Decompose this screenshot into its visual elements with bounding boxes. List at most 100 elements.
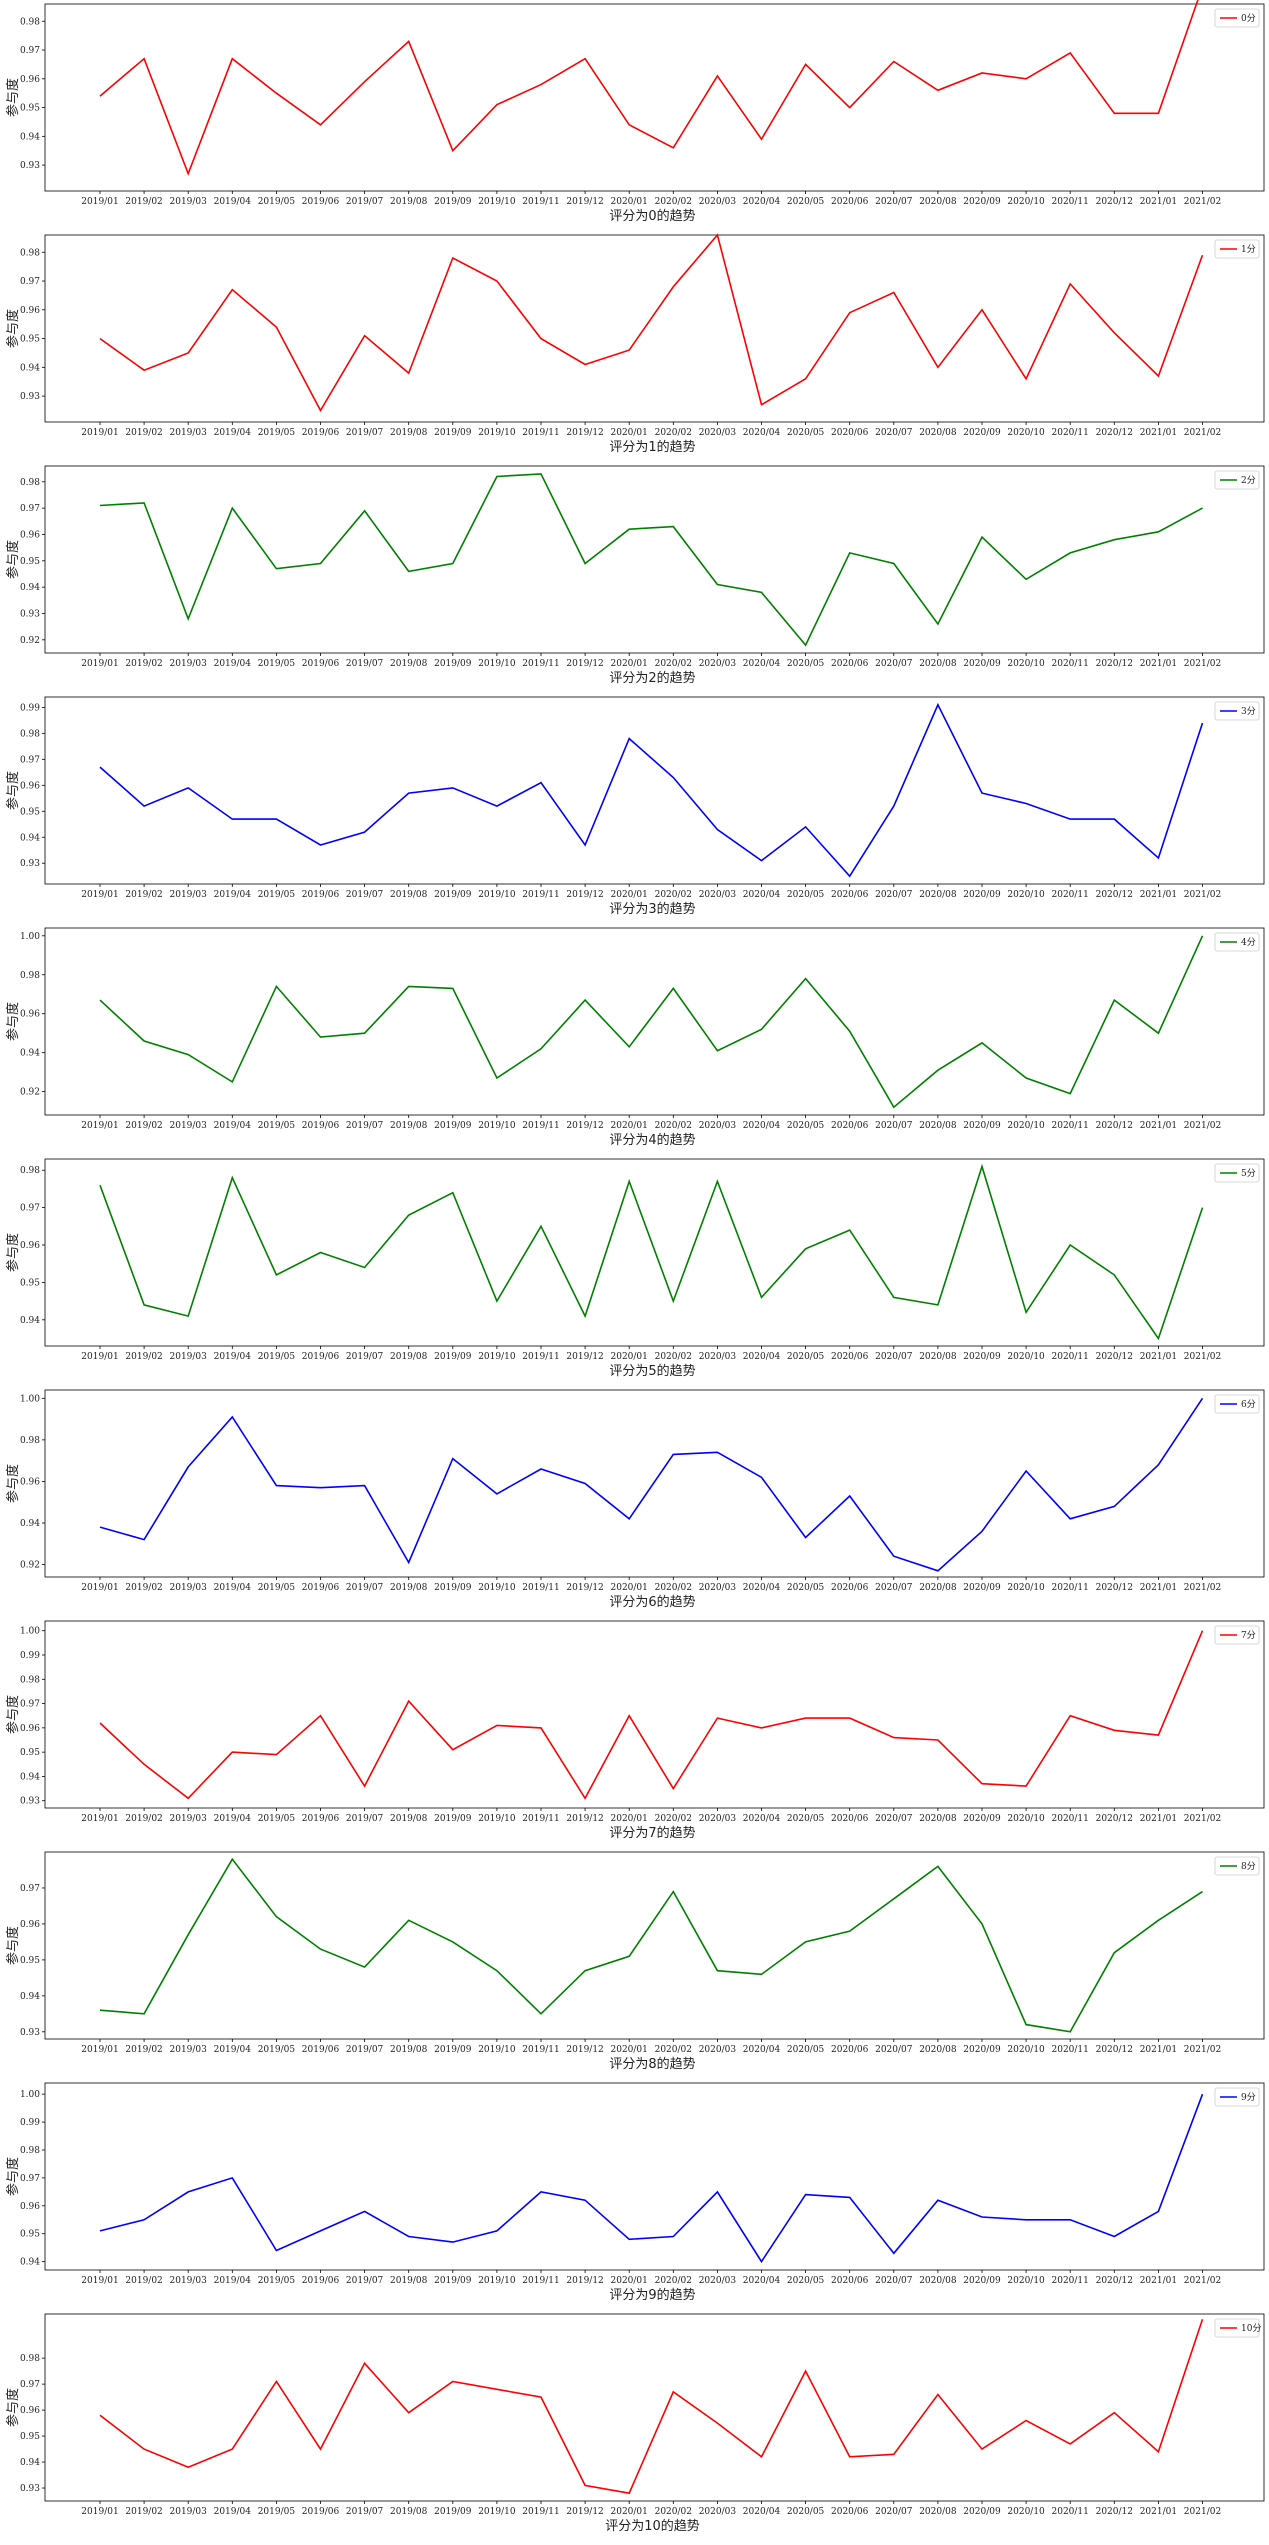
data-point <box>628 2492 630 2494</box>
x-tick-label: 2020/03 <box>699 2045 737 2055</box>
data-point <box>760 1973 762 1975</box>
series-line <box>99 2318 1204 2495</box>
data-point <box>584 562 586 564</box>
x-tick-label: 2019/03 <box>170 1814 208 1824</box>
y-tick-label: 0.93 <box>20 2484 40 2494</box>
data-point <box>981 1923 983 1925</box>
data-point <box>849 875 851 877</box>
x-tick-label: 2019/07 <box>346 197 384 207</box>
y-tick-label: 0.98 <box>20 17 40 27</box>
data-point <box>408 372 410 374</box>
data-point <box>672 1453 674 1455</box>
data-point <box>408 985 410 987</box>
data-point <box>1025 2419 1027 2421</box>
x-tick-label: 2020/06 <box>831 2276 869 2286</box>
data-point <box>275 1753 277 1755</box>
x-tick-label: 2019/04 <box>214 890 252 900</box>
y-axis-label: 参与度 <box>5 540 21 579</box>
data-point <box>760 1296 762 1298</box>
x-tick-label: 2019/01 <box>81 1352 118 1362</box>
data-point <box>1025 1311 1027 1313</box>
x-tick-label: 2019/12 <box>566 1814 603 1824</box>
data-point <box>1113 1274 1115 1276</box>
legend-label: 3分 <box>1241 706 1256 717</box>
x-tick-label: 2020/05 <box>787 428 825 438</box>
series-line <box>99 1630 1204 1800</box>
data-point <box>275 326 277 328</box>
x-tick-label: 2021/01 <box>1140 428 1177 438</box>
data-point <box>496 103 498 105</box>
y-tick-label: 0.97 <box>20 755 40 765</box>
line-chart: 0.92 0.94 0.96 0.98 1.00 2019/01 2019/02 2019/0… <box>5 1389 1265 1610</box>
x-tick-label: 2019/02 <box>125 1583 162 1593</box>
data-point <box>804 977 806 979</box>
y-tick-label: 0.94 <box>20 1519 40 1529</box>
data-point <box>1069 283 1071 285</box>
x-tick-label: 2020/04 <box>743 1121 781 1131</box>
x-tick-label: 2020/08 <box>919 1583 957 1593</box>
x-tick-label: 2020/10 <box>1007 197 1045 207</box>
data-point <box>1201 2318 1203 2320</box>
legend-label: 4分 <box>1241 937 1256 948</box>
y-axis-label: 参与度 <box>5 78 21 117</box>
x-tick-label: 2019/09 <box>434 2507 472 2517</box>
x-tick-label: 2019/03 <box>170 197 208 207</box>
x-tick-label: 2020/01 <box>611 2276 648 2286</box>
x-tick-label: 2019/08 <box>390 428 428 438</box>
data-point <box>849 2196 851 2198</box>
data-point <box>937 1069 939 1071</box>
x-tick-label: 2020/03 <box>699 659 737 669</box>
data-point <box>1069 1092 1071 1094</box>
x-tick-label: 2019/10 <box>478 428 516 438</box>
data-point <box>231 507 233 509</box>
series-line <box>99 1857 1203 2033</box>
x-tick-label: 2020/10 <box>1007 2276 1045 2286</box>
x-tick-label: 2019/08 <box>390 1352 428 1362</box>
x-tick-label: 2020/01 <box>611 1352 648 1362</box>
x-tick-label: 2020/11 <box>1052 197 1089 207</box>
x-tick-label: 2019/06 <box>302 1352 340 1362</box>
data-point <box>981 309 983 311</box>
data-point <box>275 568 277 570</box>
x-tick-label: 2019/04 <box>214 2276 252 2286</box>
y-tick-label: 0.98 <box>20 1166 40 1176</box>
data-point <box>981 1783 983 1785</box>
data-point <box>1025 578 1027 580</box>
data-point <box>319 562 321 564</box>
x-tick-label: 2019/03 <box>170 2276 208 2286</box>
x-tick-label: 2019/08 <box>390 197 428 207</box>
data-point <box>540 1468 542 1470</box>
x-tick-label: 2019/12 <box>566 1583 603 1593</box>
x-tick-label: 2020/04 <box>743 1352 781 1362</box>
data-point <box>716 75 718 77</box>
x-tick-label: 2020/07 <box>875 1352 913 1362</box>
x-tick-label: 2020/02 <box>655 1583 692 1593</box>
x-tick-label: 2020/05 <box>787 890 825 900</box>
data-point <box>1113 1951 1115 1953</box>
data-point <box>275 2249 277 2251</box>
data-point <box>275 92 277 94</box>
x-tick-label: 2020/11 <box>1052 659 1089 669</box>
x-axis-label: 评分为6的趋势 <box>609 1594 695 1610</box>
data-point <box>849 311 851 313</box>
x-tick-label: 2021/02 <box>1184 1583 1221 1593</box>
data-point <box>275 818 277 820</box>
data-point <box>143 1538 145 1540</box>
x-tick-label: 2020/06 <box>831 659 869 669</box>
data-point <box>319 2448 321 2450</box>
x-tick-label: 2020/03 <box>699 890 737 900</box>
data-point <box>893 1736 895 1738</box>
data-point <box>363 1966 365 1968</box>
data-point <box>363 1266 365 1268</box>
x-tick-label: 2019/08 <box>390 1814 428 1824</box>
data-point <box>231 57 233 59</box>
series-line <box>99 1397 1204 1572</box>
x-tick-label: 2020/11 <box>1052 2276 1089 2286</box>
x-tick-label: 2019/05 <box>258 2507 296 2517</box>
x-tick-label: 2020/10 <box>1007 890 1045 900</box>
data-point <box>1069 1518 1071 1520</box>
y-tick-label: 0.99 <box>20 2118 40 2128</box>
x-tick-label: 2020/05 <box>787 2045 825 2055</box>
data-point <box>540 83 542 85</box>
y-tick-label: 1.00 <box>20 2090 40 2100</box>
